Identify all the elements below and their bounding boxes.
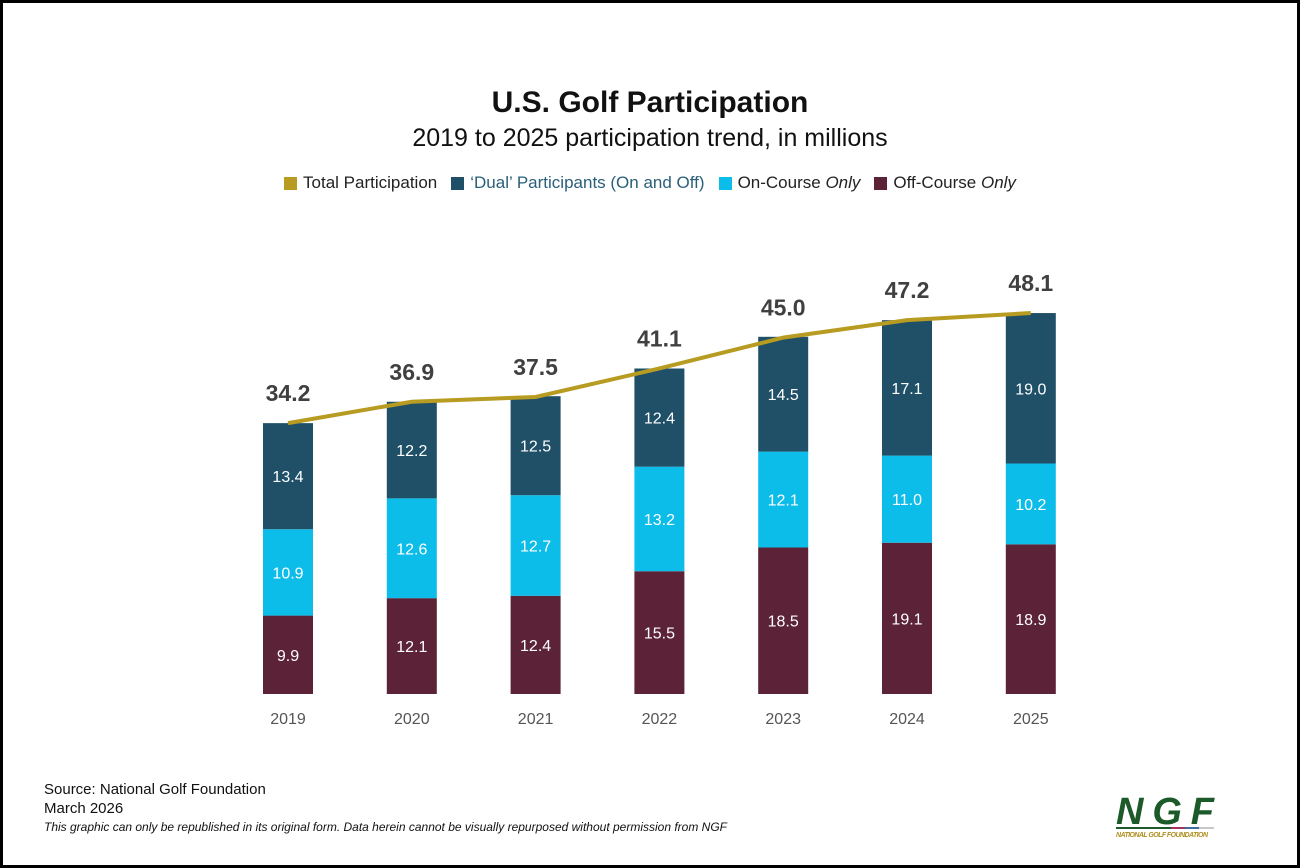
x-tick-label: 2024 xyxy=(889,711,925,728)
legend-swatch xyxy=(284,176,298,190)
legend-swatch xyxy=(451,176,465,190)
bar-segment xyxy=(882,320,932,456)
bar-value-label: 11.0 xyxy=(892,492,922,509)
bar-value-label: 17.1 xyxy=(891,381,922,398)
bar-segment xyxy=(1005,313,1056,464)
legend-item-on-course: On-Course Only xyxy=(718,173,860,193)
total-value-label: 37.5 xyxy=(513,354,558,380)
source-text: Source: National Golf Foundation xyxy=(44,781,266,798)
x-tick-label: 2023 xyxy=(765,711,801,728)
legend-swatch xyxy=(718,176,732,190)
total-participation-line xyxy=(287,311,1031,426)
bar-value-label: 12.1 xyxy=(768,493,799,510)
date-text: March 2026 xyxy=(44,800,124,817)
bar-value-label: 10.9 xyxy=(272,565,303,582)
bar-value-label: 19.0 xyxy=(1015,381,1046,398)
bar-value-label: 12.5 xyxy=(520,439,551,456)
x-tick-label: 2025 xyxy=(1013,711,1049,728)
bar-segment xyxy=(634,368,685,467)
bar-segment xyxy=(263,423,313,530)
bar-segment xyxy=(1005,463,1056,545)
legend-item-off-course: Off-Course Only xyxy=(874,173,1016,193)
bar-segment xyxy=(1005,544,1056,694)
bar-segment xyxy=(634,571,685,694)
bar-segment xyxy=(510,396,561,496)
bar-segment xyxy=(882,542,932,694)
chart-title: U.S. Golf Participation xyxy=(491,86,809,119)
bar-value-label: 10.2 xyxy=(1015,497,1046,514)
total-value-label: 41.1 xyxy=(637,325,682,351)
bar-value-label: 13.4 xyxy=(272,469,303,486)
total-value-label: 45.0 xyxy=(761,295,806,321)
total-value-label: 36.9 xyxy=(389,359,434,385)
svg-text:NGF: NGF xyxy=(1116,792,1216,833)
bar-value-label: 12.4 xyxy=(520,638,551,655)
bar-segment xyxy=(510,595,561,694)
bar-value-label: 14.5 xyxy=(768,387,799,404)
total-value-label: 48.1 xyxy=(1008,270,1053,296)
bar-segment xyxy=(263,529,313,616)
bar-value-label: 18.9 xyxy=(1015,612,1046,629)
x-tick-label: 2019 xyxy=(270,711,306,728)
ngf-logo: NGF NATIONAL GOLF FOUNDATION xyxy=(1116,791,1216,845)
bar-segment xyxy=(882,455,932,543)
svg-text:NATIONAL GOLF FOUNDATION: NATIONAL GOLF FOUNDATION xyxy=(1116,832,1209,839)
legend-item-dual: ‘Dual’ Participants (On and Off) xyxy=(451,173,705,193)
bar-value-label: 12.6 xyxy=(396,541,427,558)
x-tick-label: 2021 xyxy=(518,711,554,728)
bar-value-label: 13.2 xyxy=(644,512,675,529)
chart-subtitle: 2019 to 2025 participation trend, in mil… xyxy=(412,124,888,152)
total-value-label: 47.2 xyxy=(885,277,930,303)
bar-value-label: 9.9 xyxy=(277,648,299,665)
bar-value-label: 12.2 xyxy=(396,443,427,460)
bar-segment xyxy=(510,495,561,596)
disclaimer-text: This graphic can only be republished in … xyxy=(44,820,727,834)
bar-segment xyxy=(758,451,809,548)
bar-value-label: 12.4 xyxy=(644,411,675,428)
bar-value-label: 12.1 xyxy=(396,639,427,656)
bar-segment xyxy=(263,615,313,694)
bar-value-label: 15.5 xyxy=(644,626,675,643)
x-tick-label: 2020 xyxy=(394,711,430,728)
legend: Total Participation ‘Dual’ Participants … xyxy=(0,173,1300,193)
legend-swatch xyxy=(874,176,888,190)
bar-value-label: 19.1 xyxy=(891,611,922,628)
bar-segment xyxy=(386,401,437,499)
bar-segment xyxy=(634,466,685,572)
bar-segment xyxy=(386,498,437,599)
bar-value-label: 18.5 xyxy=(768,614,799,631)
bar-value-label: 12.7 xyxy=(520,539,551,556)
x-tick-label: 2022 xyxy=(642,711,678,728)
legend-item-total: Total Participation xyxy=(284,173,437,193)
total-value-label: 34.2 xyxy=(266,380,311,406)
bar-segment xyxy=(758,547,809,694)
bar-segment xyxy=(386,598,437,694)
bar-segment xyxy=(758,336,809,452)
